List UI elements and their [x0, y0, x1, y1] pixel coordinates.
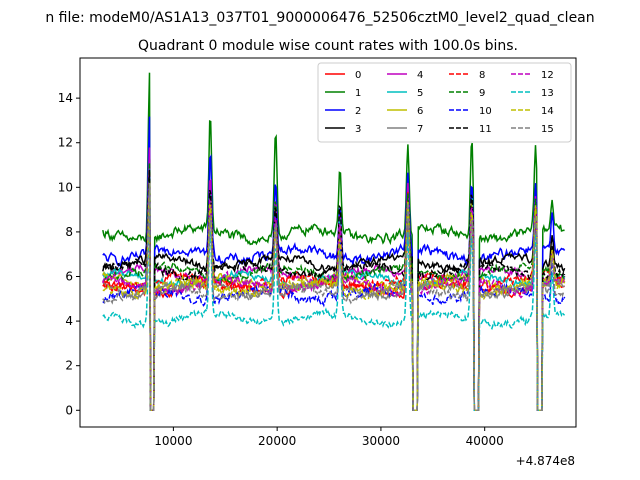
y-tick-label: 0 — [65, 403, 73, 417]
series-line-1 — [102, 72, 565, 412]
legend-label-9: 9 — [479, 88, 485, 99]
figure-suptitle: n file: modeM0/AS1A13_037T01_9000006476_… — [45, 10, 594, 26]
x-offset-label: +4.874e8 — [516, 454, 575, 468]
legend-label-8: 8 — [479, 70, 485, 81]
legend-label-4: 4 — [417, 70, 423, 81]
x-tick-label: 40000 — [466, 434, 504, 448]
y-tick-label: 10 — [58, 180, 73, 194]
legend-label-7: 7 — [417, 124, 423, 135]
legend-label-5: 5 — [417, 88, 423, 99]
legend-label-10: 10 — [479, 106, 492, 117]
series-line-13 — [102, 210, 566, 412]
legend-label-0: 0 — [355, 70, 361, 81]
legend-label-14: 14 — [541, 106, 554, 117]
axes-title: Quadrant 0 module wise count rates with … — [138, 38, 518, 54]
y-tick-label: 2 — [65, 359, 73, 373]
legend-label-15: 15 — [541, 124, 554, 135]
plot-frame — [79, 57, 577, 428]
legend-label-1: 1 — [355, 88, 361, 99]
y-tick-label: 14 — [58, 91, 73, 105]
legend-label-6: 6 — [417, 106, 423, 117]
series-layer — [102, 72, 566, 412]
x-tick-label: 20000 — [258, 434, 296, 448]
legend-label-11: 11 — [479, 124, 492, 135]
series-line-9 — [102, 162, 566, 412]
series-line-11 — [102, 169, 566, 412]
x-tick-label: 30000 — [362, 434, 400, 448]
y-tick-label: 4 — [65, 314, 73, 328]
y-tick-label: 12 — [58, 136, 73, 150]
series-line-2 — [102, 116, 566, 412]
legend-frame — [317, 62, 572, 143]
legend-label-12: 12 — [541, 70, 554, 81]
legend-label-13: 13 — [541, 88, 554, 99]
x-tick-label: 10000 — [154, 434, 192, 448]
series-line-8 — [102, 172, 565, 412]
legend-label-3: 3 — [355, 124, 361, 135]
y-tick-label: 8 — [65, 225, 73, 239]
series-line-15 — [102, 182, 565, 412]
legend-label-2: 2 — [355, 106, 361, 117]
y-tick-label: 6 — [65, 270, 73, 284]
series-line-12 — [102, 183, 566, 412]
